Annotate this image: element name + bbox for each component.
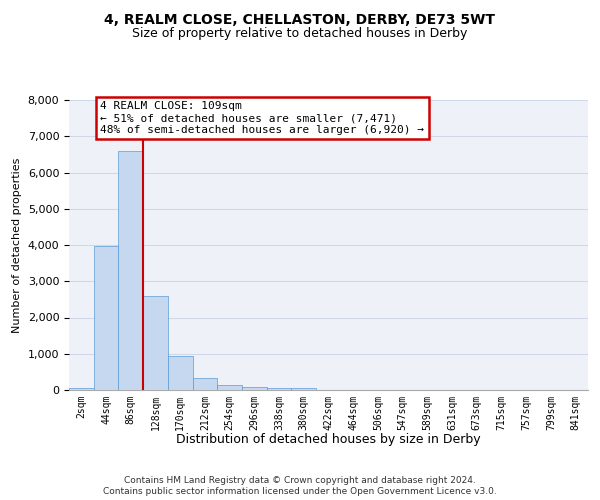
Bar [217,386,242,390]
Bar [69,388,94,390]
Text: Contains HM Land Registry data © Crown copyright and database right 2024.: Contains HM Land Registry data © Crown c… [124,476,476,485]
Bar [94,246,118,390]
Text: Size of property relative to detached houses in Derby: Size of property relative to detached ho… [133,28,467,40]
Text: Distribution of detached houses by size in Derby: Distribution of detached houses by size … [176,432,481,446]
Text: 4 REALM CLOSE: 109sqm
← 51% of detached houses are smaller (7,471)
48% of semi-d: 4 REALM CLOSE: 109sqm ← 51% of detached … [100,102,424,134]
Text: Contains public sector information licensed under the Open Government Licence v3: Contains public sector information licen… [103,488,497,496]
Bar [143,296,168,390]
Bar [118,151,143,390]
Bar [168,356,193,390]
Y-axis label: Number of detached properties: Number of detached properties [12,158,22,332]
Bar [242,387,267,390]
Bar [267,388,292,390]
Bar [292,388,316,390]
Bar [193,378,217,390]
Text: 4, REALM CLOSE, CHELLASTON, DERBY, DE73 5WT: 4, REALM CLOSE, CHELLASTON, DERBY, DE73 … [104,12,496,26]
